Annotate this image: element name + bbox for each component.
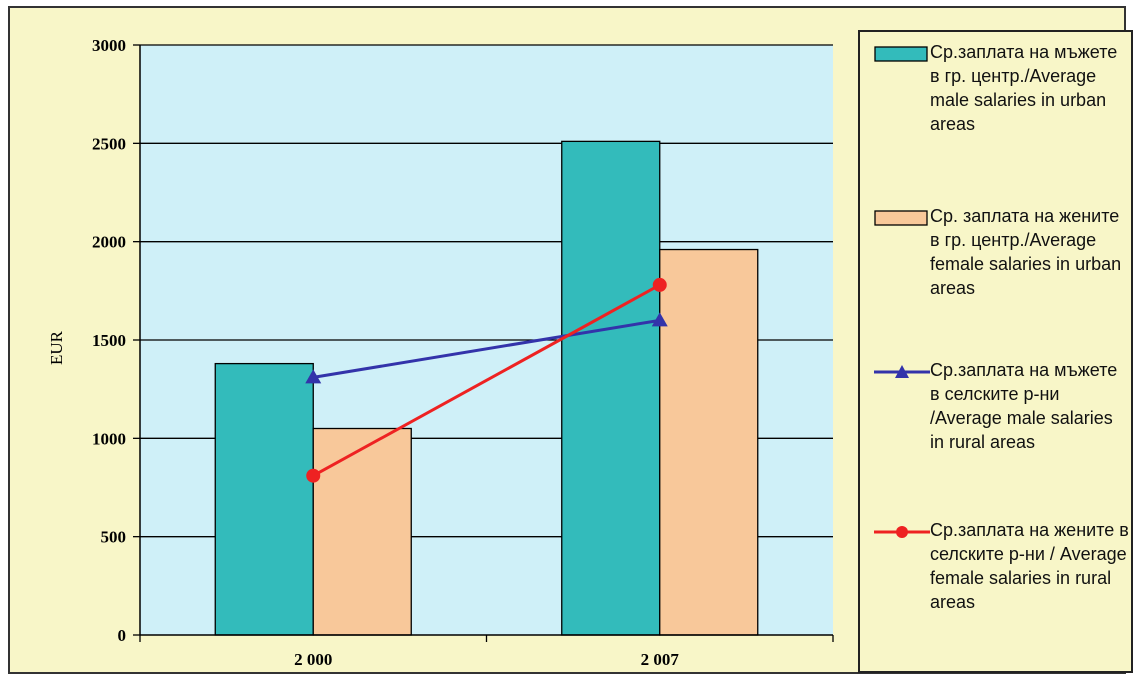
bar [214, 362, 314, 636]
bar [561, 140, 661, 636]
y-tick-label: 1000 [92, 429, 126, 448]
legend-swatch [874, 526, 930, 538]
y-tick-label: 2000 [92, 233, 126, 252]
bar [312, 427, 412, 636]
series-line [312, 283, 661, 478]
legend-label: Ср.заплата на мъжете в селските р-ни /Av… [930, 360, 1118, 452]
y-tick-label: 2500 [92, 134, 126, 153]
legend-swatch [874, 210, 928, 226]
legend-swatch [874, 365, 930, 378]
x-tick-label: 2 007 [641, 650, 680, 669]
series-lines [305, 277, 668, 483]
series-line [313, 318, 660, 379]
axes [133, 44, 834, 642]
line-point-circle [306, 468, 321, 483]
y-tick-label: 3000 [92, 36, 126, 55]
bars [214, 140, 759, 636]
x-tick-label: 2 000 [294, 650, 332, 669]
line-point-triangle [651, 312, 668, 327]
bar [659, 248, 759, 636]
y-tick-labels: 0 500 1000 1500 2000 2500 3000 [92, 36, 126, 645]
line-point-triangle [305, 369, 322, 384]
y-axis-title: EUR [47, 330, 66, 365]
legend-swatch [874, 46, 928, 62]
legend-label: Ср. заплата на жените в гр. центр./Avera… [930, 206, 1122, 298]
y-tick-label: 0 [118, 626, 127, 645]
legend-label: Ср.заплата на мъжете в гр. центр./Averag… [930, 42, 1118, 134]
chart-svg: 0 500 1000 1500 2000 2500 3000 2 000 2 007 EUR [47, 36, 834, 669]
line-point-circle [652, 277, 667, 292]
y-tick-label: 500 [101, 528, 127, 547]
legend: Ср.заплата на мъжете в гр. центр./Averag… [858, 30, 1133, 673]
y-tick-label: 1500 [92, 331, 126, 350]
x-tick-labels: 2 000 2 007 [294, 650, 679, 669]
legend-label: Ср.заплата на жените в селските р-ни / A… [930, 520, 1129, 612]
